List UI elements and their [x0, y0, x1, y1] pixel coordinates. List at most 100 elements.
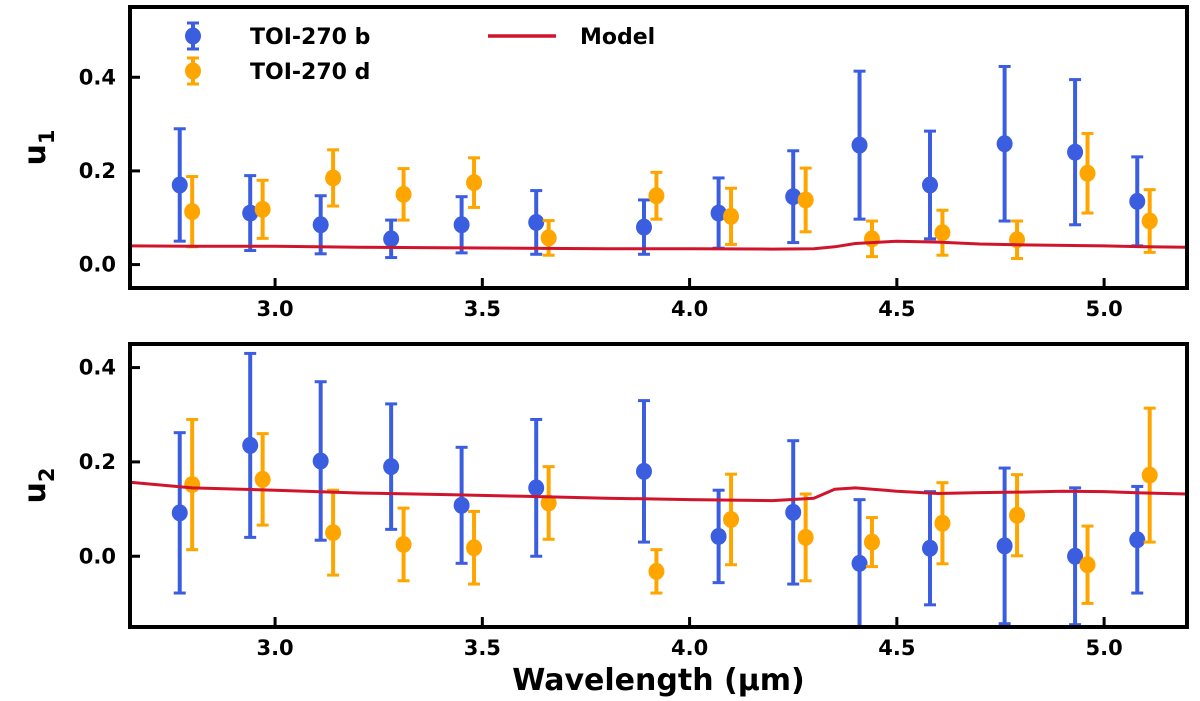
data-point: [325, 488, 342, 577]
y-tick-label: 0.2: [79, 159, 116, 183]
marker: [723, 207, 740, 225]
data-point: [312, 380, 329, 542]
marker: [528, 479, 545, 497]
marker: [863, 533, 880, 551]
data-point: [934, 208, 951, 257]
marker: [710, 204, 727, 222]
marker: [1141, 212, 1158, 230]
data-point: [325, 148, 342, 208]
marker: [184, 476, 201, 494]
y-tick-label: 0.0: [79, 253, 116, 277]
marker: [312, 216, 329, 234]
marker: [383, 230, 400, 248]
data-point: [383, 218, 400, 260]
series-toi-270-b: [171, 351, 1146, 627]
marker: [528, 213, 545, 231]
legend-label: TOI-270 b: [250, 25, 370, 50]
data-point: [171, 127, 188, 243]
marker: [254, 200, 271, 218]
x-tick-label: 3.0: [256, 297, 293, 321]
marker: [1009, 506, 1026, 524]
data-point: [312, 194, 329, 256]
data-point: [1141, 406, 1158, 544]
legend-swatch-marker: [185, 62, 201, 80]
data-point: [996, 466, 1013, 626]
data-point: [1009, 219, 1026, 260]
marker: [466, 174, 483, 192]
x-tick-label: 4.5: [878, 636, 915, 660]
marker: [934, 224, 951, 242]
data-point: [395, 506, 412, 583]
x-tick-label: 3.5: [464, 636, 501, 660]
data-point: [528, 189, 545, 256]
marker: [184, 203, 201, 221]
data-point: [723, 472, 740, 567]
marker: [1079, 164, 1096, 182]
data-point: [797, 166, 814, 234]
data-point: [863, 219, 880, 259]
data-point: [648, 170, 665, 221]
marker: [1067, 143, 1084, 161]
data-point: [528, 417, 545, 558]
data-point: [540, 465, 557, 541]
data-point: [648, 548, 665, 595]
data-point: [785, 439, 802, 586]
axes-frame: [128, 342, 1189, 629]
data-point: [242, 351, 259, 539]
plot-area: [130, 351, 1187, 627]
marker: [254, 470, 271, 488]
data-point: [1141, 188, 1158, 254]
plot-area: [130, 64, 1187, 260]
legend-entry: TOI-270 b: [185, 21, 370, 51]
y-axis-label: u1: [18, 130, 59, 166]
marker: [1129, 531, 1146, 549]
marker: [540, 494, 557, 512]
marker: [171, 504, 188, 522]
data-point: [1079, 524, 1096, 605]
marker: [1067, 547, 1084, 565]
marker: [635, 218, 652, 236]
marker: [785, 503, 802, 521]
marker: [325, 524, 342, 542]
marker: [710, 527, 727, 545]
data-point: [395, 167, 412, 222]
marker: [863, 230, 880, 248]
x-tick-label: 4.0: [671, 636, 708, 660]
marker: [171, 176, 188, 194]
y-tick-label: 0.0: [79, 544, 116, 568]
x-axis-label: Wavelength (μm): [512, 663, 805, 698]
data-point: [466, 509, 483, 586]
marker: [797, 528, 814, 546]
marker: [996, 537, 1013, 555]
marker: [851, 136, 868, 154]
data-point: [1129, 155, 1146, 248]
marker: [1141, 466, 1158, 484]
marker: [648, 562, 665, 580]
data-point: [1009, 473, 1026, 558]
data-point: [635, 198, 652, 256]
x-tick-label: 5.0: [1085, 636, 1122, 660]
marker: [797, 191, 814, 209]
data-point: [1079, 131, 1096, 215]
x-tick-label: 3.5: [464, 297, 501, 321]
data-point: [635, 399, 652, 544]
marker: [1079, 556, 1096, 574]
marker: [922, 176, 939, 194]
marker: [395, 535, 412, 553]
marker: [242, 204, 259, 222]
data-point: [851, 69, 868, 221]
data-point: [184, 417, 201, 552]
marker: [922, 539, 939, 557]
marker: [1129, 192, 1146, 210]
series-toi-270-d: [184, 131, 1158, 260]
marker: [648, 187, 665, 205]
series-model: [130, 239, 1187, 251]
data-point: [453, 195, 470, 255]
legend: TOI-270 b TOI-270 d Model: [185, 21, 655, 86]
y-tick-label: 0.2: [79, 450, 116, 474]
data-point: [254, 178, 271, 240]
x-tick-label: 3.0: [256, 636, 293, 660]
data-point: [466, 156, 483, 209]
